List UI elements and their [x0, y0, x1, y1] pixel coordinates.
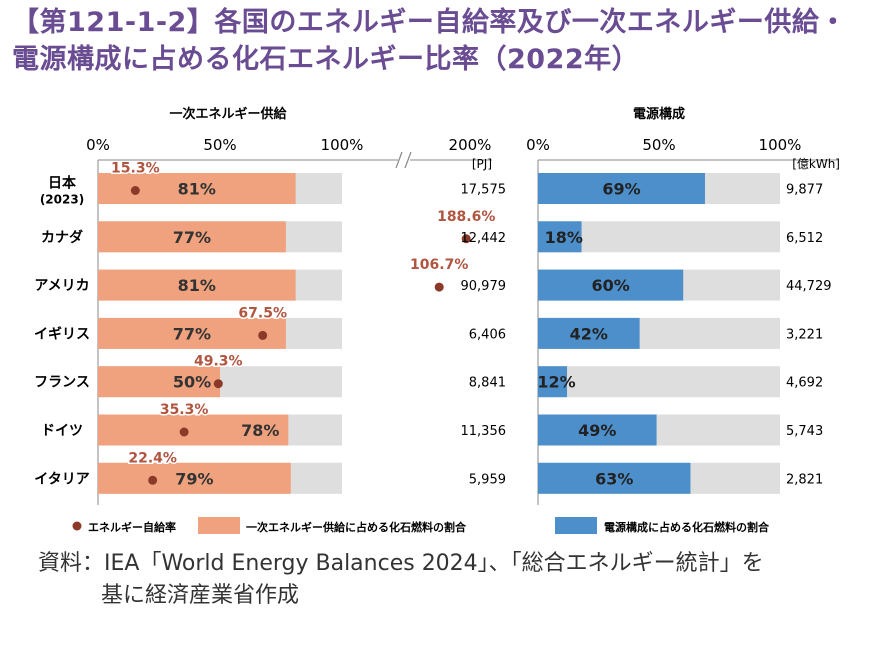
chart-title: 【第121-1-2】各国のエネルギー自給率及び一次エネルギー供給・ 電源構成に占…: [12, 4, 882, 78]
primary-fossil-bar: [98, 317, 286, 349]
source-note-line2: 基に経済産業省作成: [101, 583, 300, 608]
power-fossil-value-label: 49%: [578, 421, 616, 440]
left-x-tick-label: 200%: [449, 136, 492, 154]
self-sufficiency-dot: [213, 379, 223, 389]
self-sufficiency-value-label: 15.3%: [111, 161, 160, 177]
left-x-tick-label: 100%: [321, 136, 364, 154]
right-x-tick-label: 0%: [526, 136, 550, 154]
power-total: 3,221: [786, 327, 823, 342]
primary-fossil-value-label: 77%: [173, 324, 211, 343]
axis-break-mark: [404, 151, 412, 169]
self-sufficiency-value-label: 67.5%: [238, 305, 287, 321]
right-x-tick-label: 100%: [759, 136, 802, 154]
power-fossil-bar: [538, 317, 640, 349]
category-label: アメリカ: [34, 278, 89, 294]
primary-fossil-bar: [98, 269, 296, 301]
power-fossil-bar: [538, 221, 582, 253]
power-total: 4,692: [786, 376, 823, 391]
power-total: 44,729: [786, 279, 832, 294]
chart-area: 一次エネルギー供給 電源構成 0% 50% 100% 200% 0% 50% 100% [PJ] […: [34, 106, 840, 534]
category-label: イタリア: [34, 471, 89, 487]
primary-energy-total: 12,442: [461, 231, 507, 246]
legend-orange-box: [198, 517, 240, 534]
category-label: フランス: [34, 375, 90, 391]
primary-energy-total: 11,356: [461, 424, 507, 439]
left-unit-label: [PJ]: [472, 157, 492, 171]
category-sublabel: (2023): [40, 193, 84, 207]
primary-energy-panel-title: 一次エネルギー供給: [169, 106, 287, 122]
legend-label-primary-fossil: 一次エネルギー供給に占める化石燃料の割合: [246, 520, 467, 534]
category-label: 日本: [48, 175, 77, 192]
self-sufficiency-value-label: 35.3%: [160, 402, 209, 418]
primary-fossil-value-label: 77%: [173, 228, 211, 247]
legend-dot-marker: [72, 521, 82, 531]
primary-energy-total: 17,575: [461, 183, 507, 198]
source-note-line1: 資料：IEA「World Energy Balances 2024」、「総合エネ…: [38, 551, 764, 576]
axis-break-mark: [395, 151, 403, 169]
self-sufficiency-dot: [130, 186, 140, 195]
power-total: 6,512: [786, 231, 823, 246]
left-x-tick-label: 0%: [86, 136, 110, 154]
self-sufficiency-value-label: 106.7%: [410, 257, 468, 273]
power-total: 2,821: [786, 472, 823, 487]
right-unit-label: [億kWh]: [792, 157, 840, 171]
primary-fossil-bar: [98, 173, 296, 204]
self-sufficiency-value-label: 22.4%: [128, 450, 177, 466]
primary-fossil-bar: [98, 221, 286, 253]
self-sufficiency-dot: [148, 475, 158, 485]
power-fossil-bar: [538, 462, 691, 494]
self-sufficiency-dot: [179, 427, 189, 437]
chart-title-line2: 電源構成に占める化石エネルギー比率（2022年）: [12, 44, 640, 75]
primary-fossil-value-label: 50%: [173, 373, 211, 392]
primary-fossil-bar: [98, 462, 291, 494]
power-fossil-bar: [538, 366, 568, 398]
power-fossil-bar: [538, 269, 684, 301]
chart-title-line1: 【第121-1-2】各国のエネルギー自給率及び一次エネルギー供給・: [12, 7, 847, 38]
power-mix-panel-title: 電源構成: [633, 106, 685, 122]
left-x-tick-label: 50%: [203, 136, 236, 154]
power-fossil-value-label: 69%: [602, 180, 640, 199]
power-remainder-bar: [538, 366, 780, 398]
primary-fossil-value-label: 81%: [178, 276, 216, 295]
category-label: イギリス: [34, 325, 90, 342]
power-fossil-bar: [538, 173, 705, 204]
primary-fossil-value-label: 81%: [178, 180, 216, 199]
category-label: ドイツ: [41, 423, 83, 439]
power-fossil-value-label: 63%: [595, 469, 633, 488]
self-sufficiency-value-label: 188.6%: [437, 209, 495, 225]
power-fossil-bar: [538, 414, 657, 446]
legend-blue-box: [555, 517, 597, 534]
power-fossil-value-label: 18%: [545, 228, 583, 247]
power-fossil-value-label: 12%: [537, 373, 575, 392]
category-label: カナダ: [41, 229, 83, 246]
primary-energy-total: 90,979: [461, 279, 507, 294]
source-note: 資料：IEA「World Energy Balances 2024」、「総合エネ…: [38, 548, 878, 612]
self-sufficiency-dot: [258, 330, 268, 340]
power-total: 5,743: [786, 424, 823, 439]
primary-energy-total: 6,406: [469, 327, 506, 342]
primary-fossil-value-label: 79%: [175, 469, 213, 488]
power-fossil-value-label: 60%: [591, 276, 629, 295]
power-fossil-value-label: 42%: [570, 324, 608, 343]
primary-fossil-bar: [98, 414, 289, 446]
self-sufficiency-value-label: 49.3%: [194, 354, 243, 370]
self-sufficiency-dot: [434, 282, 444, 292]
legend-label-power-fossil: 電源構成に占める化石燃料の割合: [604, 520, 770, 534]
primary-fossil-bar: [98, 366, 220, 398]
legend-label-self-sufficiency: エネルギー自給率: [88, 520, 176, 534]
primary-energy-total: 5,959: [469, 472, 506, 487]
right-x-tick-label: 50%: [642, 136, 675, 154]
self-sufficiency-dot: [461, 234, 471, 244]
primary-energy-total: 8,841: [469, 376, 506, 391]
primary-fossil-value-label: 78%: [241, 421, 279, 440]
power-total: 9,877: [786, 183, 823, 198]
